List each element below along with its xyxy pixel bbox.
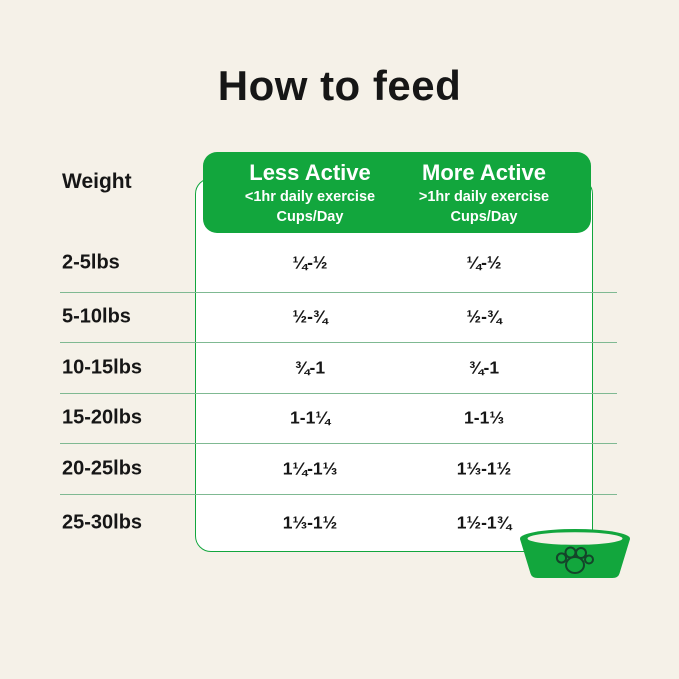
feeding-table-body [195, 178, 593, 552]
row-less-active-value: ¼-½ [292, 252, 328, 272]
row-less-active-value: ½-¾ [292, 306, 328, 327]
dog-bowl-icon [520, 529, 630, 578]
less-active-unit: Cups/Day [276, 208, 344, 225]
more-active-title: More Active [422, 159, 546, 185]
row-weight-label: 20-25lbs [62, 457, 143, 479]
row-more-active-value: ½-¾ [466, 306, 502, 327]
less-active-title: Less Active [249, 159, 371, 185]
more-active-unit: Cups/Day [450, 208, 518, 225]
row-less-active-value: 1⅓-1½ [282, 512, 338, 533]
row-more-active-value: 1-1⅓ [464, 407, 504, 428]
table-row: 2-5lbs ¼-½ ¼-½ [0, 233, 679, 292]
table-row: 25-30lbs 1⅓-1½ 1½-1¾ [0, 493, 679, 552]
row-less-active-value: 1¼-1⅓ [282, 458, 338, 478]
paw-print-icon [555, 546, 594, 574]
row-more-active-value: ¾-1 [468, 357, 500, 377]
row-more-active-value: 1⅓-1½ [456, 458, 512, 478]
column-header-less-active: Less Active <1hr daily exercise Cups/Day [211, 152, 409, 233]
row-less-active-value: ¾-1 [294, 357, 326, 377]
table-row: 10-15lbs ¾-1 ¾-1 [0, 341, 679, 393]
bowl-rim-inner [527, 532, 623, 545]
table-rows: 2-5lbs ¼-½ ¼-½ 5-10lbs ½-¾ ½-¾ 10-15lbs … [0, 233, 679, 552]
table-header: Less Active <1hr daily exercise Cups/Day… [203, 152, 591, 233]
row-less-active-value: 1-1¼ [290, 407, 330, 428]
row-weight-label: 5-10lbs [62, 305, 131, 328]
table-row: 5-10lbs ½-¾ ½-¾ [0, 291, 679, 342]
table-row: 15-20lbs 1-1¼ 1-1⅓ [0, 392, 679, 443]
table-row: 20-25lbs 1¼-1⅓ 1⅓-1½ [0, 442, 679, 494]
less-active-subtitle: <1hr daily exercise [244, 188, 376, 205]
more-active-subtitle: >1hr daily exercise [418, 188, 550, 205]
bowl-body [520, 539, 630, 578]
row-weight-label: 15-20lbs [62, 406, 143, 429]
column-header-more-active: More Active >1hr daily exercise Cups/Day [385, 152, 583, 233]
row-weight-label: 2-5lbs [62, 251, 120, 273]
page-title: How to feed [217, 62, 462, 109]
weight-column-header: Weight [62, 170, 132, 193]
row-more-active-value: 1½-1¾ [456, 512, 512, 533]
row-weight-label: 10-15lbs [62, 356, 143, 378]
row-weight-label: 25-30lbs [62, 511, 143, 534]
row-more-active-value: ¼-½ [466, 252, 502, 272]
